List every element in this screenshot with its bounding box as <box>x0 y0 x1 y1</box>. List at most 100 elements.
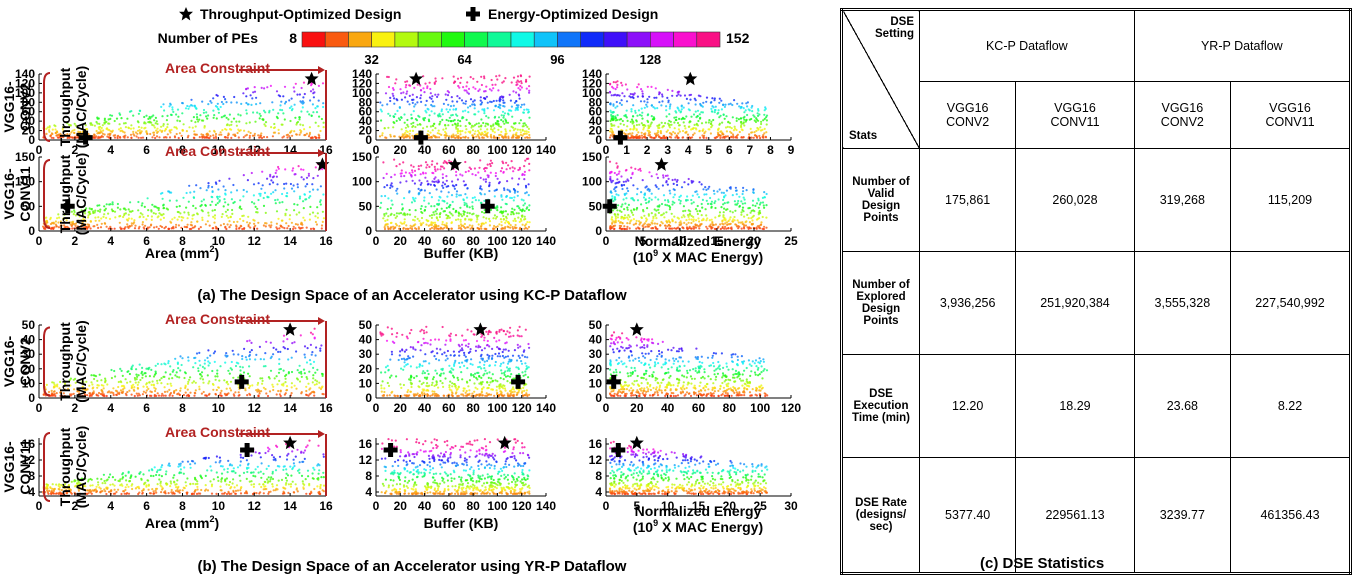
pe-colorbar-tick: 128 <box>639 52 661 67</box>
design-point <box>51 381 54 384</box>
design-point <box>208 392 211 395</box>
design-point <box>700 183 703 186</box>
design-point <box>160 363 163 366</box>
design-point <box>510 160 513 163</box>
design-point <box>276 383 279 386</box>
design-point <box>693 132 696 135</box>
design-point <box>609 82 612 85</box>
design-point <box>191 126 194 129</box>
design-point <box>506 121 510 124</box>
design-point <box>433 112 436 115</box>
design-point <box>744 109 747 112</box>
design-point <box>459 133 462 136</box>
design-point <box>300 375 303 378</box>
design-point <box>61 127 64 131</box>
design-point <box>243 227 246 230</box>
design-point <box>276 227 279 230</box>
design-point <box>195 352 199 355</box>
design-point <box>702 188 705 191</box>
design-point <box>175 205 178 208</box>
design-point <box>171 394 174 397</box>
design-point <box>197 369 200 373</box>
design-point <box>303 193 306 196</box>
design-point <box>239 365 242 368</box>
design-point <box>479 176 482 179</box>
design-point <box>295 213 298 216</box>
design-point <box>51 132 54 136</box>
design-point <box>99 226 103 229</box>
design-point <box>133 386 136 389</box>
design-point <box>73 131 76 135</box>
design-point <box>400 98 403 101</box>
design-point <box>763 225 766 228</box>
design-point <box>126 136 129 139</box>
design-point <box>264 111 267 114</box>
design-point <box>471 207 474 210</box>
design-point <box>197 227 200 230</box>
design-point <box>655 173 658 176</box>
design-point <box>484 221 487 224</box>
design-point <box>309 195 312 198</box>
design-point <box>137 125 140 129</box>
design-point <box>665 211 668 214</box>
design-point <box>309 99 312 102</box>
design-point <box>156 382 159 385</box>
design-point <box>614 217 618 220</box>
design-point <box>688 225 691 228</box>
design-point <box>639 221 642 224</box>
design-point <box>160 394 163 397</box>
design-point <box>173 389 176 393</box>
design-point <box>744 202 747 205</box>
design-point <box>528 91 531 94</box>
design-point <box>687 108 690 111</box>
design-point <box>627 218 630 221</box>
design-point <box>456 178 459 181</box>
design-point <box>391 203 394 206</box>
design-point <box>189 376 192 379</box>
design-point <box>493 189 496 192</box>
design-point <box>46 221 49 224</box>
design-point <box>449 332 452 335</box>
design-point <box>211 190 214 194</box>
scatter-panel-a-conv11-buffer <box>375 156 547 232</box>
design-point <box>292 227 295 231</box>
design-point <box>258 392 261 395</box>
design-point <box>495 75 498 78</box>
design-point <box>480 124 483 127</box>
design-point <box>154 116 157 119</box>
design-point <box>318 136 321 139</box>
design-point <box>680 186 684 189</box>
design-point <box>512 170 515 173</box>
design-point <box>517 93 520 96</box>
design-point <box>662 136 666 140</box>
design-point <box>683 124 686 128</box>
design-point <box>214 132 218 136</box>
design-point <box>497 105 500 109</box>
design-point <box>493 136 496 139</box>
design-point <box>450 212 453 215</box>
design-point <box>492 135 496 138</box>
design-point <box>611 225 615 228</box>
design-point <box>636 86 639 89</box>
design-point <box>453 354 456 357</box>
design-point <box>742 196 745 199</box>
design-point <box>446 202 449 205</box>
x-tick-label: 2 <box>644 143 651 157</box>
design-point <box>144 391 147 394</box>
design-point <box>611 209 615 212</box>
design-point <box>646 85 649 88</box>
design-point <box>516 75 520 78</box>
design-point <box>668 105 672 108</box>
design-point <box>445 222 448 225</box>
design-point <box>416 133 419 136</box>
design-point <box>285 389 288 392</box>
design-point <box>634 109 637 112</box>
design-point <box>752 188 755 191</box>
design-point <box>49 134 52 137</box>
design-point <box>720 206 723 209</box>
design-point <box>390 353 394 356</box>
design-point <box>471 103 474 106</box>
design-point <box>632 115 635 118</box>
design-point <box>142 385 145 388</box>
design-point <box>257 182 260 185</box>
